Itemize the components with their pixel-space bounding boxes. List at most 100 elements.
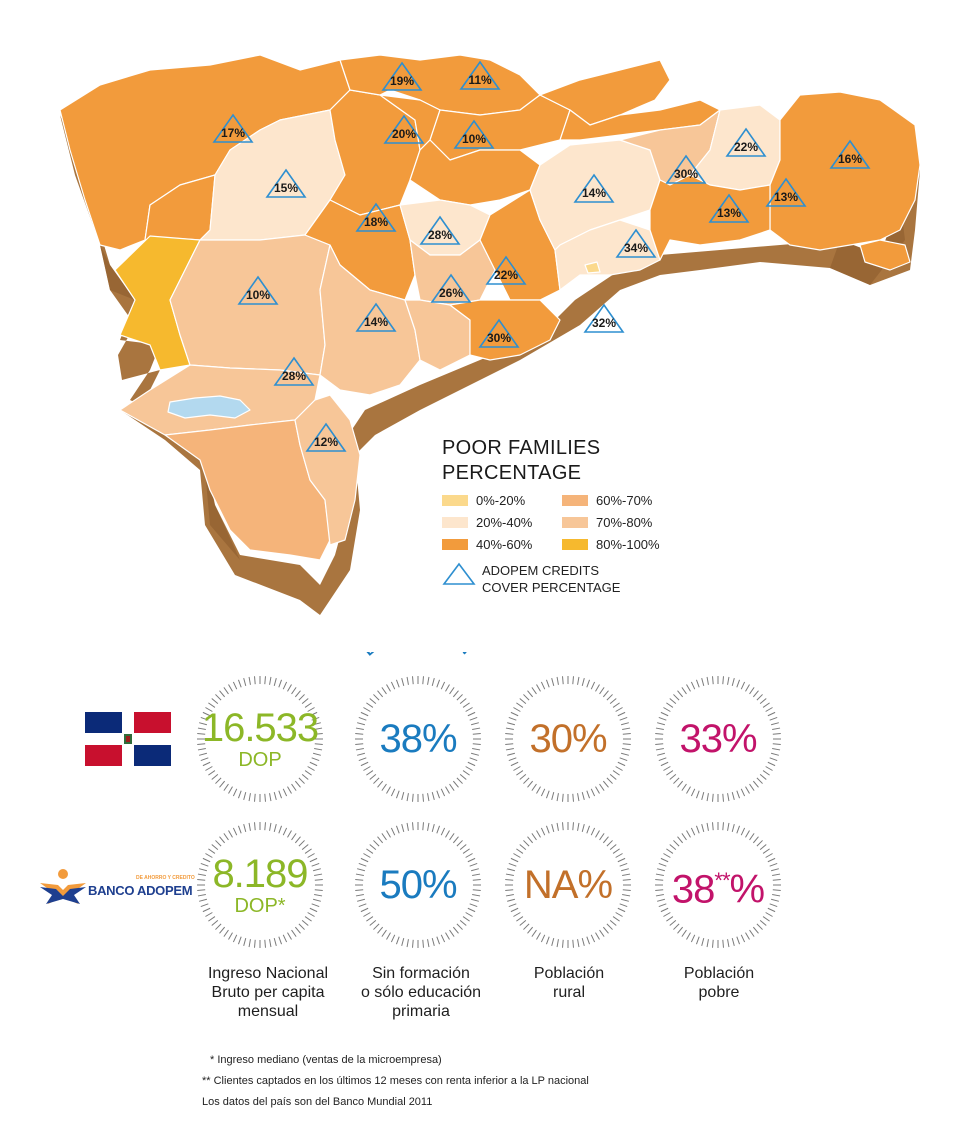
legend-swatch [442,538,468,550]
footnote-3: Los datos del país son del Banco Mundial… [202,1096,433,1108]
province-san-pedro [649,174,771,261]
svg-text:INGRESOS: INGRESOS [208,652,311,655]
coverage-label: 12% [314,435,338,449]
tick-ring [655,676,781,802]
stat-educacion-country: 38% [353,674,483,804]
desc-rural: Población rural [484,964,654,1002]
desc-educacion-line: primaria [392,1003,450,1020]
desc-educacion: Sin formación o sólo educación primaria [336,964,506,1021]
triangle-icon [355,302,397,332]
triangle-icon [459,60,501,90]
coverage-triangle: 18% [355,202,397,232]
coverage-triangle: 13% [765,177,807,207]
coverage-label: 34% [624,241,648,255]
legend-swatch [562,516,588,528]
header-ingresos-text: INGRESOS [208,652,309,655]
coverage-label: 11% [468,73,492,87]
legend-credits-key: ADOPEM CREDITS COVER PERCENTAGE [442,562,742,596]
triangle-icon [665,154,707,184]
stat-pobreza-country: 33% [653,674,783,804]
desc-pobreza-line: pobre [698,984,740,1001]
coverage-label: 10% [246,288,270,302]
tick-ring [355,822,481,948]
coverage-triangle: 22% [725,127,767,157]
desc-rural-line: Población [533,965,605,982]
triangle-icon [265,168,307,198]
coverage-label: 16% [838,152,862,166]
coverage-triangle: 17% [212,113,254,143]
triangle-icon [430,273,472,303]
coverage-label: 30% [487,331,511,345]
header-educacion: EDUCACIÓN [360,652,475,660]
triangle-icon [237,275,279,305]
coverage-label: 13% [717,206,741,220]
coverage-label: 26% [439,286,463,300]
coverage-triangle: 10% [453,119,495,149]
legend-credits-line1: ADOPEM CREDITS [482,563,600,578]
dominican-republic-province-map: 19% 11% 17% 20% 10% 15% 22% 16% 30% 14% 13% 13% 18% 2… [59,54,921,615]
legend-label: 70%-80% [596,514,653,530]
stat-value: 33% [679,717,757,761]
coverage-triangle: 13% [708,193,750,223]
adopem-figure-icon [40,869,86,904]
coverage-triangle: 11% [459,60,501,90]
triangle-icon [615,228,657,258]
legend-item: 70%-80% [562,514,702,530]
legend-title: POOR FAMILIES PERCENTAGE [442,436,742,486]
dominican-flag-icon [85,712,171,766]
stat-value: 50% [379,863,457,907]
stat-unit: DOP* [234,895,286,917]
triangle-icon [573,173,615,203]
stat-educacion-adopem: 50% [353,820,483,950]
header-pobreza: POBREZA [670,652,764,653]
coverage-triangle: 10% [237,275,279,305]
header-ingresos: INGRESOS [208,652,311,655]
coverage-label: 20% [392,127,416,141]
triangle-icon [583,303,625,333]
coverage-label: 28% [282,369,306,383]
coverage-triangle: 12% [305,422,347,452]
legend-swatch [442,494,468,506]
legend-swatch [442,516,468,528]
coverage-label: 22% [734,140,758,154]
desc-ingresos-line: Bruto per capita [211,984,325,1001]
legend-credits-line2: COVER PERCENTAGE [482,580,621,595]
triangle-icon [442,562,476,585]
triangle-icon [355,202,397,232]
coverage-label: 22% [494,268,518,282]
tick-ring [505,676,631,802]
coverage-triangle: 30% [478,318,520,348]
province-azua [319,244,421,396]
stat-value: 16.533 [201,706,319,750]
triangle-icon [453,119,495,149]
footnote-2: ** Clientes captados en los últimos 12 m… [202,1075,589,1087]
desc-rural-line: rural [552,984,585,1001]
lake-enriquillo [167,395,251,419]
province-east-islet [859,239,911,271]
legend-item: 80%-100% [562,536,702,552]
coverage-label: 19% [390,74,414,88]
legend-swatch [562,538,588,550]
province-dn-yellow [584,261,601,274]
tick-ring [355,676,481,802]
stat-value: 8.189 [212,852,308,896]
stat-ingresos-adopem: 8.189 DOP* [195,820,325,950]
coverage-triangles: 19% 11% 17% 20% 10% 15% 22% 16% 30% 14% 13% 13% 18% 2… [212,60,871,452]
coverage-label: 32% [592,316,616,330]
desc-ingresos: Ingreso Nacional Bruto per capita mensua… [183,964,353,1021]
province-san-cristobal [449,299,561,361]
stat-pobreza-adopem: 38**% [653,820,783,950]
header-rural: RURAL [488,652,648,702]
triangle-icon [305,422,347,452]
adopem-logo-text: BANCO ADOPEM [88,883,193,898]
desc-pobreza: Población pobre [634,964,804,1002]
triangle-icon [212,113,254,143]
coverage-label: 14% [582,186,606,200]
svg-text:EDUCACIÓN: EDUCACIÓN [360,652,475,660]
coverage-triangle: 19% [381,61,423,91]
desc-ingresos-line: mensual [237,1003,299,1020]
stat-value: 30% [529,717,607,761]
desc-ingresos-line: Ingreso Nacional [207,965,329,982]
triangle-icon [725,127,767,157]
desc-educacion-line: Sin formación [372,965,470,982]
